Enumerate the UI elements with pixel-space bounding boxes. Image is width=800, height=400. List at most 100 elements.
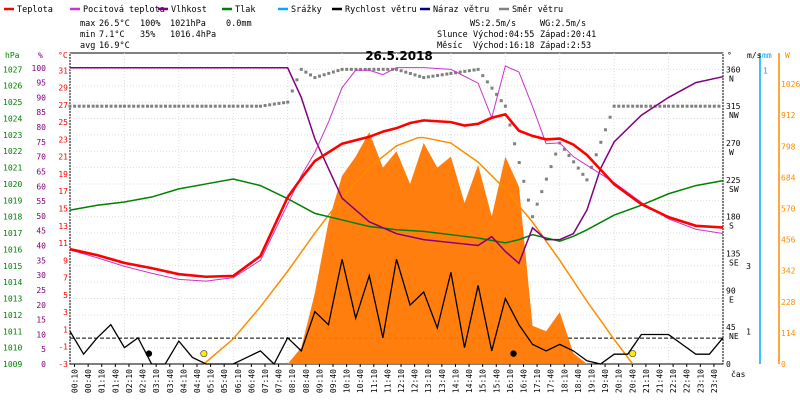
wind-direction-point (472, 68, 476, 72)
wind-direction-compass-label: N (729, 74, 734, 83)
legend-label: Tlak (235, 5, 255, 15)
sunset-marker (629, 350, 637, 358)
solar-axis-unit: W (785, 51, 790, 60)
wind-direction-point (377, 67, 381, 71)
wind-direction-compass-label: NW (729, 111, 739, 120)
humidity-tick-label: 35 (36, 256, 46, 265)
wind-direction-point (422, 76, 426, 80)
x-tick-label: 18:10 (560, 369, 569, 393)
temperature-tick-label: 7 (63, 274, 68, 283)
pressure-tick-label: 1024 (3, 114, 22, 123)
x-tick-label: 18:40 (574, 369, 583, 393)
x-tick-label: 21:40 (656, 369, 665, 393)
wind-direction-tick-label: 270 (726, 139, 741, 148)
stat-avg-temp: 16.9°C (99, 41, 130, 51)
legend-label: Pocitová teplota (83, 5, 165, 15)
wind-direction-point (195, 104, 199, 108)
humidity-tick-label: 5 (41, 345, 46, 354)
humidity-tick-label: 50 (36, 212, 46, 221)
stat-max-rain: 0.0mm (226, 19, 252, 29)
wind-direction-point (91, 104, 95, 108)
wind-direction-point (717, 104, 721, 108)
wind-direction-point (626, 104, 630, 108)
wind-direction-point (467, 69, 471, 73)
wind-direction-point (554, 152, 558, 156)
wind-direction-point (671, 104, 675, 108)
stat-max-pressure: 1021hPa (170, 19, 206, 29)
wind-direction-point (585, 178, 589, 182)
x-tick-label: 04:10 (179, 369, 188, 393)
wind-direction-point (146, 104, 150, 108)
wind-direction-tick-label: 90 (726, 286, 736, 295)
wind-direction-point (612, 104, 616, 108)
wind-direction-point (631, 104, 635, 108)
x-tick-label: 20:10 (615, 369, 624, 393)
humidity-tick-label: 40 (36, 242, 46, 251)
x-tick-label: 16:10 (506, 369, 515, 393)
wind-direction-point (286, 100, 290, 104)
wind-direction-point (644, 104, 648, 108)
wind-direction-point (576, 166, 580, 170)
sun-curve (203, 136, 634, 365)
wind-direction-compass-label: SW (729, 185, 739, 194)
wind-direction-point (703, 104, 707, 108)
wind-direction-point (649, 104, 653, 108)
x-tick-label: 10:10 (343, 369, 352, 393)
temperature-line (69, 112, 724, 279)
wind-direction-point (114, 104, 118, 108)
moonrise-marker (510, 350, 517, 357)
x-tick-label: 02:40 (139, 369, 148, 393)
pressure-tick-label: 1016 (3, 245, 22, 254)
wind-direction-point (109, 104, 113, 108)
wind-direction-point (258, 104, 262, 108)
temperature-tick-label: -1 (58, 343, 68, 352)
pressure-tick-label: 1011 (3, 327, 22, 336)
solar-tick-label: 912 (781, 111, 796, 120)
pressure-tick-label: 1017 (3, 229, 22, 238)
x-tick-label: 11:10 (370, 369, 379, 393)
wind-direction-point (127, 104, 131, 108)
pressure-axis-unit: hPa (5, 51, 20, 60)
x-tick-label: 06:10 (234, 369, 243, 393)
humidity-tick-label: 55 (36, 197, 46, 206)
wind-direction-compass-label: W (729, 148, 734, 157)
wind-direction-point (399, 69, 403, 73)
wind-direction-point (95, 104, 99, 108)
humidity-tick-label: 70 (36, 153, 46, 162)
temperature-tick-label: 31 (58, 66, 68, 75)
x-tick-label: 08:40 (302, 369, 311, 393)
legend-label: Teplota (17, 5, 53, 15)
x-tick-label: 13:40 (438, 369, 447, 393)
wind-direction-point (522, 179, 526, 183)
temperature-axis-unit: °C (58, 51, 68, 60)
wind-direction-point (426, 75, 430, 79)
solar-tick-label: 228 (781, 298, 796, 307)
wind-direction-point (213, 104, 217, 108)
wind-direction-point (413, 73, 417, 77)
wind-direction-point (599, 140, 603, 144)
x-tick-label: 08:10 (288, 369, 297, 393)
wind-direction-point (349, 67, 353, 71)
temperature-tick-label: 17 (58, 187, 68, 196)
humidity-tick-label: 45 (36, 227, 46, 236)
wind-direction-point (154, 104, 158, 108)
sun-label: Slunce (437, 30, 468, 40)
x-tick-label: 06:40 (247, 369, 256, 393)
temperature-tick-label: 29 (58, 84, 68, 93)
pressure-tick-label: 1012 (3, 311, 22, 320)
humidity-tick-label: 65 (36, 167, 46, 176)
temperature-tick-label: 15 (58, 205, 68, 214)
wind-direction-point (132, 104, 136, 108)
wind-direction-point (658, 104, 662, 108)
wind-direction-point (354, 67, 358, 71)
x-tick-label: 09:10 (315, 369, 324, 393)
wind-direction-compass-label: S (729, 222, 734, 231)
solar-tick-label: 456 (781, 236, 796, 245)
stat-wind-gust: WG:2.5m/s (540, 19, 586, 29)
humidity-tick-label: 0 (41, 360, 46, 369)
stat-max-humidity: 100% (140, 19, 160, 29)
wind-direction-point (186, 104, 190, 108)
temperature-tick-label: 21 (58, 153, 68, 162)
wind-direction-point (118, 104, 122, 108)
